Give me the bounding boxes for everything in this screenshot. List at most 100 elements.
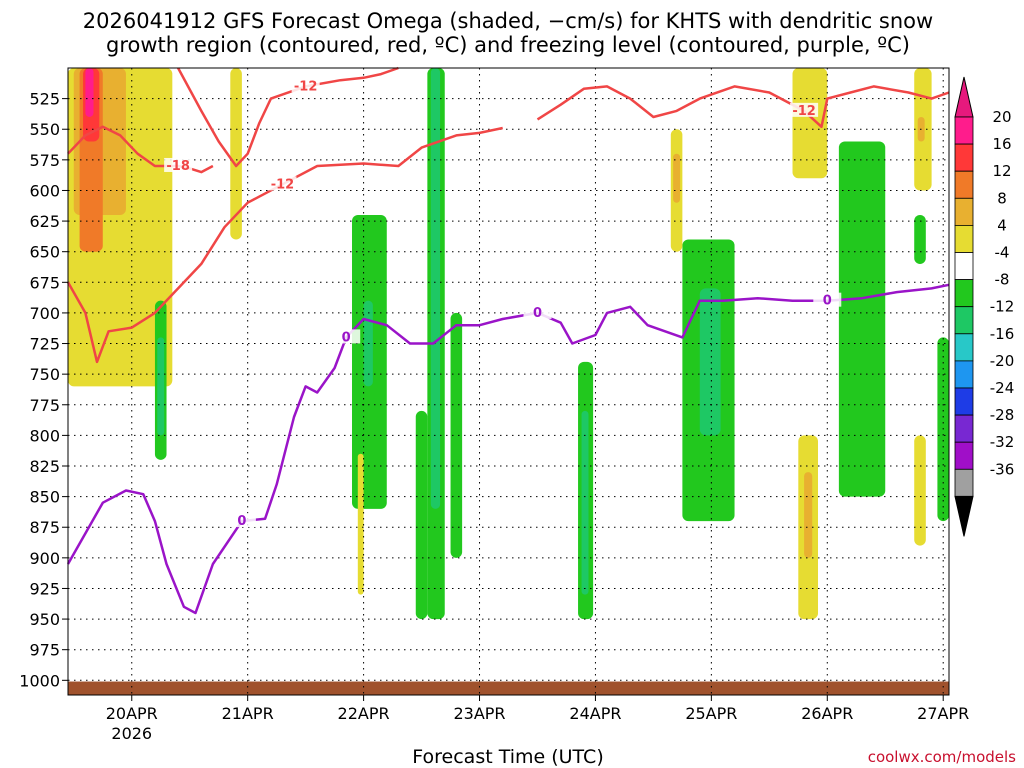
dendritic-contour [66, 126, 503, 364]
omega-region [430, 68, 441, 509]
colorbar-tick-label: -8 [995, 271, 1010, 289]
colorbar-tick-label: -20 [990, 352, 1015, 370]
colorbar-tick-label: 8 [997, 189, 1007, 207]
colorbar-swatch [954, 224, 974, 253]
x-tick-label: 20APR [106, 704, 158, 723]
colorbar-tick-label: -28 [990, 406, 1015, 424]
site-credit: coolwx.com/models [868, 748, 1016, 766]
x-tick-label: 27APR [917, 704, 969, 723]
omega-region [581, 410, 589, 595]
colorbar-swatch [954, 414, 974, 443]
dendritic-contour-label-bg [790, 102, 819, 117]
colorbar-swatch [954, 441, 974, 470]
contour-lines: -12 -12 -18 -12 0 0 0 0 [66, 66, 950, 615]
omega-region [85, 68, 94, 117]
freezing-level-label-bg [813, 292, 842, 307]
freezing-level-label-bg [523, 304, 552, 319]
dendritic-contour-label: -12 [792, 104, 816, 119]
y-tick-label: 800 [29, 426, 60, 445]
y-tick-label: 700 [29, 304, 60, 323]
colorbar-tick-label: -36 [990, 460, 1015, 478]
plot-area: -12 -12 -18 -12 0 0 0 0 [66, 66, 950, 696]
colorbar-swatch [954, 143, 974, 172]
dendritic-contour [536, 85, 950, 129]
y-tick-label: 650 [29, 243, 60, 262]
colorbar-tick-label: -16 [990, 325, 1015, 343]
omega-region [792, 68, 828, 179]
y-tick-label: 825 [29, 457, 60, 476]
dendritic-contour-label: -12 [294, 79, 318, 94]
omega-region [699, 288, 721, 436]
dendritic-contour-label-bg [268, 176, 297, 191]
colorbar-tick-label: 4 [997, 216, 1007, 234]
colorbar-tick-label: 12 [992, 162, 1011, 180]
colorbar-swatch [954, 387, 974, 416]
y-tick-label: 900 [29, 549, 60, 568]
colorbar-tick-label: -32 [990, 433, 1015, 451]
colorbar-swatch [954, 197, 974, 226]
dendritic-contour [177, 66, 399, 168]
y-tick-label: 750 [29, 365, 60, 384]
colorbar-tick-label: 20 [992, 108, 1011, 126]
freezing-level-contour [66, 283, 950, 615]
plot-frame [67, 67, 950, 696]
colorbar-swatch [954, 170, 974, 199]
x-tick-label: 26APR [801, 704, 853, 723]
x-tick-label: 22APR [338, 704, 390, 723]
y-tick-label: 625 [29, 212, 60, 231]
colorbar-tick-label: -24 [990, 379, 1015, 397]
colorbar-swatch [954, 279, 974, 308]
y-tick-label: 850 [29, 488, 60, 507]
x-tick-year: 2026 [111, 724, 152, 743]
x-tick-label: 23APR [453, 704, 505, 723]
colorbar-tick-label: 16 [992, 135, 1011, 153]
freezing-level-label-bg [332, 329, 361, 344]
colorbar-swatch [954, 333, 974, 362]
colorbar-swatch [954, 306, 974, 335]
omega-region [415, 410, 428, 620]
terrain-layer [68, 681, 949, 695]
dendritic-contour-label-bg [291, 78, 320, 93]
colorbar-swatch [954, 468, 974, 497]
freezing-level-label: 0 [533, 306, 542, 321]
y-tick-label: 550 [29, 120, 60, 139]
colorbar-swatch [954, 252, 974, 281]
x-tick-label: 21APR [222, 704, 274, 723]
omega-region [673, 153, 681, 203]
freezing-level-label: 0 [823, 294, 832, 309]
terrain-ground [68, 681, 949, 695]
dendritic-contour-label-bg [164, 157, 193, 172]
y-tick-label: 725 [29, 335, 60, 354]
colorbar-tick-label: -12 [990, 298, 1015, 316]
colorbar-tick-label: -4 [995, 244, 1010, 262]
y-tick-label: 775 [29, 396, 60, 415]
colorbar-bottom-arrow [954, 495, 974, 537]
chart-title-line-2: growth region (contoured, red, ºC) and f… [106, 33, 910, 57]
freezing-level-label-bg [227, 513, 256, 528]
omega-region [838, 141, 886, 497]
colorbar: 20 16 12 8 4 -4 -8 -12 -16 -20 -24 -28 -32 -36 [954, 76, 1015, 537]
y-tick-label: 975 [29, 641, 60, 660]
y-tick-label: 575 [29, 151, 60, 170]
omega-region [804, 472, 813, 558]
omega-region [914, 435, 926, 546]
omega-region [357, 453, 364, 595]
chart-title-line-1: 2026041912 GFS Forecast Omega (shaded, −… [83, 9, 933, 33]
y-tick-label: 675 [29, 273, 60, 292]
freezing-level-label: 0 [342, 330, 351, 345]
colorbar-swatch [954, 360, 974, 389]
y-tick-label: 925 [29, 579, 60, 598]
y-axis-pressure: 525 550 575 600 625 650 675 700 725 750 775 800 825 8… [19, 90, 68, 690]
omega-region [230, 68, 242, 240]
dendritic-contour-label: -12 [271, 177, 295, 192]
omega-shading [68, 68, 949, 620]
y-tick-label: 875 [29, 518, 60, 537]
x-tick-label: 24APR [569, 704, 621, 723]
y-tick-label: 600 [29, 181, 60, 200]
y-tick-label: 1000 [19, 671, 60, 690]
colorbar-swatch [954, 116, 974, 145]
y-tick-label: 525 [29, 90, 60, 109]
omega-region [914, 214, 926, 264]
